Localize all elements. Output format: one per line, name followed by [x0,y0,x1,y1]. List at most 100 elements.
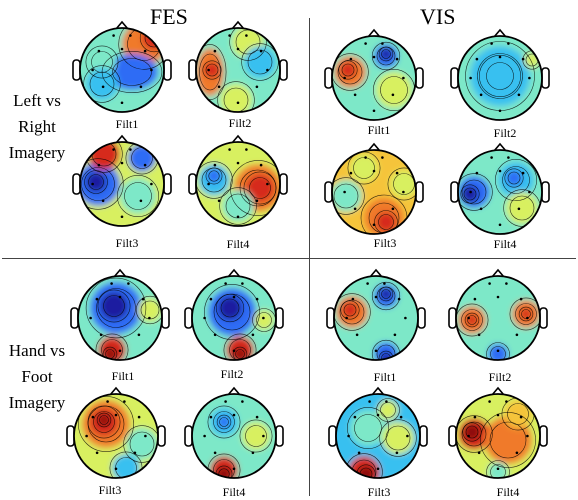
contour-line [462,422,482,442]
electrode-dot [228,34,231,37]
electrode-dot [112,148,115,151]
filt-label-vis-hf-1: Filt1 [373,370,397,384]
contour-line [223,333,257,360]
ear-left [450,181,459,203]
head-outline [455,393,541,479]
contour-line [463,187,477,201]
column-title-fes: FES [150,4,188,29]
contour-line [509,297,540,331]
field-blob [86,172,106,192]
electrode-dot [129,148,132,151]
field-blob [484,416,532,464]
row-label-line: Left vs [13,91,61,110]
electrode-dot [97,163,101,167]
ear-left [448,425,457,447]
ear-left [72,173,81,195]
electrode-dot [353,93,357,97]
ear-left [328,425,337,447]
contour-line [379,419,417,457]
electrode-dot [395,57,399,61]
electrode-dot [381,156,384,159]
electrode-dot [397,297,401,301]
electrode-dot [376,413,380,417]
electrode-dot [347,434,350,438]
vertical-divider [309,18,310,496]
ear-left [324,181,333,203]
scalp-field [458,150,542,234]
electrode-dot [123,400,126,403]
topomap-fes-hf-filt2 [184,268,284,361]
contour-line [232,346,248,360]
contour-line [521,309,531,319]
contour-line [96,412,112,428]
topomap-vis-lr-filt3 [324,142,424,235]
electrode-dot [372,109,376,113]
scalp-field [458,36,542,120]
electrode-dot [364,42,367,45]
topomap-vis-lr-filt4 [450,142,550,235]
row-label-line: Hand vs [8,341,66,360]
electrode-dot [517,207,521,211]
ear-left [324,67,333,89]
contour-line [219,417,229,427]
electrode-dot [498,169,502,173]
field-blob [376,72,412,108]
electrode-dot [150,182,153,186]
electrode-dot [114,413,118,417]
contour-line [334,293,371,331]
contour-line [502,166,530,194]
contour-line [118,28,164,70]
filt-label-vis-hf-3: Filt3 [367,485,391,499]
contour-line [478,54,522,98]
ear-left [184,307,193,329]
electrode-dot [515,451,519,455]
scalp-field [192,276,276,360]
field-blob [217,467,231,478]
electrode-dot [101,199,105,203]
contour-line [218,468,230,478]
contour-line [380,76,408,104]
electrode-dot [207,68,210,72]
electrode-dot [120,161,124,165]
contour-line [223,87,249,112]
field-blob [138,298,162,322]
electrode-dot [526,434,529,438]
scalp-field [78,276,162,360]
scalp-field [456,394,540,478]
head-outline [195,27,281,113]
field-blob [358,466,374,478]
electrode-dot [521,57,525,61]
contour-line [353,157,375,179]
contour-line [205,63,219,77]
contour-line [490,464,506,478]
field-blob [382,422,414,454]
field-blob [142,28,164,50]
contour-line [509,195,535,221]
contour-line [204,284,260,340]
contour-line [456,303,489,337]
filt-label-vis-hf-2: Filt2 [488,370,512,384]
field-blob [340,62,356,78]
electrode-dot [114,467,118,471]
electrode-dot [496,295,500,299]
electrode-dot [475,57,479,61]
filt-label-vis-lr-4: Filt4 [493,237,517,251]
electrode-dot [406,434,409,438]
contour-line [333,183,359,209]
ear-right [279,59,288,81]
ear-left [326,307,335,329]
filt-label-fes-hf-2: Filt2 [220,367,244,381]
contour-line [196,161,233,199]
electrode-dot [255,85,259,89]
topomap-fes-lr-filt3 [72,134,172,227]
electrode-dot [353,207,357,211]
field-blob [222,190,254,222]
contour-line [213,459,235,478]
row-label-line: Imagery [8,143,66,162]
electrode-dot [120,47,124,51]
electrode-dot [357,451,361,455]
field-blob [462,186,478,202]
electrode-dot [118,349,122,353]
electrode-dot [266,182,269,186]
head-outline [331,149,417,235]
